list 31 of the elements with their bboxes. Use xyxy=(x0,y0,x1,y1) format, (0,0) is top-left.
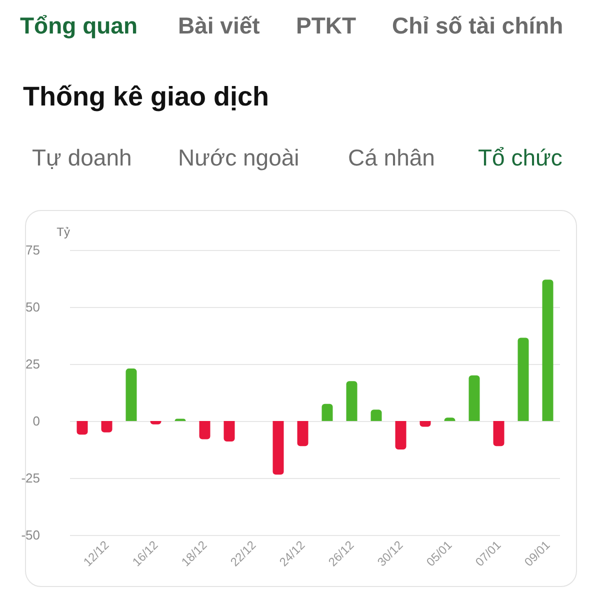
bar xyxy=(518,338,529,421)
bar xyxy=(297,421,308,446)
bar xyxy=(468,375,480,421)
text: Tự doanh xyxy=(32,144,132,170)
bar xyxy=(76,421,88,435)
y-tick-label: 25 xyxy=(26,356,40,372)
text: Cá nhân xyxy=(348,144,435,170)
text: Nước ngoài xyxy=(178,144,300,170)
bar xyxy=(101,421,112,432)
text: Chỉ số tài chính xyxy=(392,12,564,38)
text: Tổng quan xyxy=(20,12,138,38)
y-tick-label: 50 xyxy=(26,300,40,314)
text: PTKT xyxy=(296,12,356,38)
chart-title: Thống kê giao dịch xyxy=(23,82,270,112)
y-tick-label: 75 xyxy=(26,242,40,258)
bar xyxy=(224,421,235,442)
bar xyxy=(199,421,210,440)
bar xyxy=(542,280,554,421)
text: Bài viết xyxy=(178,12,260,38)
y-tick-label: -50 xyxy=(21,528,40,542)
bar xyxy=(126,368,137,421)
bar xyxy=(395,421,406,450)
bar xyxy=(322,404,333,421)
y-tick-label: 0 xyxy=(32,414,40,428)
y-tick-label: -25 xyxy=(21,470,40,486)
bar xyxy=(370,410,382,421)
bar xyxy=(493,421,504,446)
bar xyxy=(346,381,358,421)
text: Tổ chức xyxy=(478,144,562,170)
bar xyxy=(272,421,284,475)
y-axis-title: Tỷ xyxy=(56,225,70,239)
